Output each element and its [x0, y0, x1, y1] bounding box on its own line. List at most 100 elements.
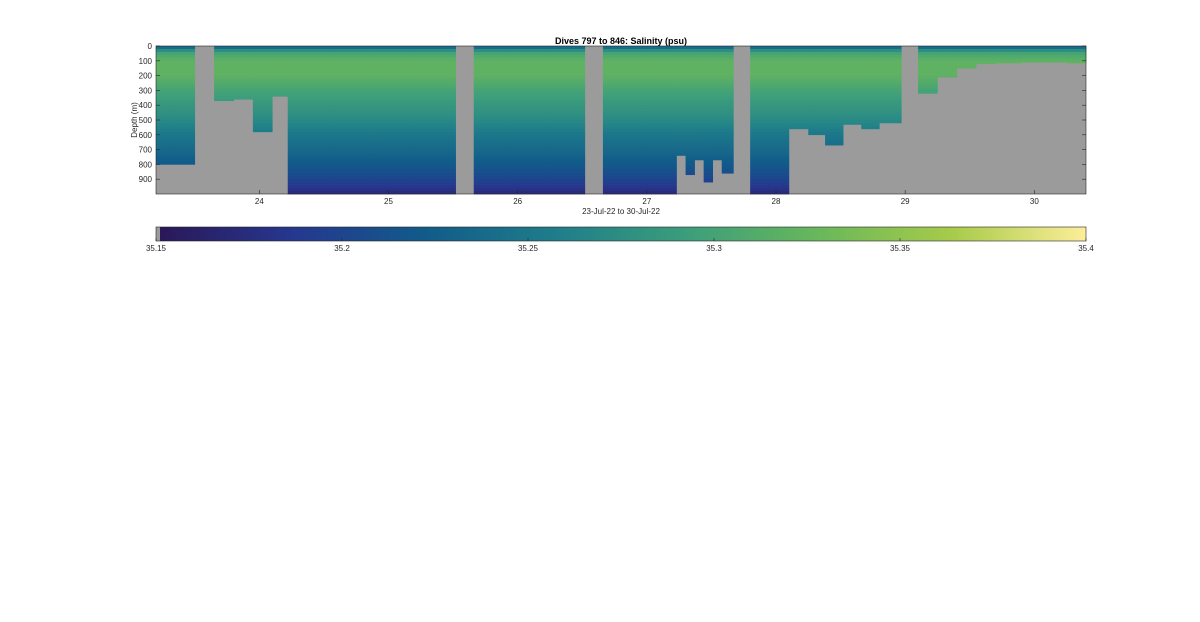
heatmap-cell-7: [330, 78, 376, 82]
heatmap-cell-6: [287, 96, 331, 100]
heatmap-cell-0: [156, 143, 176, 147]
heatmap-cell-9: [414, 111, 456, 115]
heatmap-cell-9: [414, 69, 456, 73]
heatmap-cell-18: [703, 57, 714, 62]
heatmap-cell-0: [156, 111, 176, 115]
heatmap-cell-14: [646, 134, 677, 139]
heatmap-cell-7: [330, 102, 376, 106]
heatmap-cell-3: [233, 66, 254, 70]
heatmap-cell-14: [646, 54, 677, 59]
heatmap-cell-17: [694, 122, 704, 127]
heatmap-cell-18: [703, 155, 714, 159]
heatmap-cell-19: [712, 54, 723, 59]
heatmap-cell-21: [750, 146, 790, 150]
heatmap-cell-15: [676, 152, 686, 156]
heatmap-cell-15: [676, 143, 686, 147]
heatmap-cell-11: [511, 51, 551, 56]
heatmap-cell-17: [694, 125, 704, 130]
heatmap-cell-14: [646, 90, 677, 94]
heatmap-cell-12: [549, 143, 586, 147]
heatmap-cell-20: [721, 125, 734, 130]
heatmap-cell-7: [330, 149, 376, 153]
heatmap-cell-5: [272, 75, 289, 79]
heatmap-cell-21: [750, 120, 790, 124]
heatmap-cell-27: [879, 108, 902, 112]
heatmap-cell-10: [473, 146, 512, 150]
heatmap-cell-24: [825, 102, 844, 106]
heatmap-cell-12: [549, 108, 586, 112]
heatmap-cell-18: [703, 81, 714, 85]
heatmap-cell-7: [330, 57, 376, 62]
heatmap-cell-7: [330, 69, 376, 73]
heatmap-cell-16: [685, 75, 695, 79]
heatmap-cell-9: [414, 72, 456, 76]
heatmap-cell-9: [414, 176, 456, 180]
heatmap-cell-13: [602, 134, 648, 139]
heatmap-cell-16: [685, 170, 695, 174]
heatmap-cell-18: [703, 152, 714, 156]
heatmap-cell-3: [233, 54, 254, 59]
heatmap-cell-18: [703, 143, 714, 147]
heatmap-cell-18: [703, 75, 714, 79]
heatmap-cell-27: [879, 51, 902, 56]
heatmap-cell-10: [473, 185, 512, 189]
heatmap-cell-23: [808, 87, 826, 91]
heatmap-cell-1: [175, 54, 196, 59]
y-tick-label: 500: [139, 116, 153, 125]
heatmap-cell-24: [825, 122, 844, 127]
heatmap-cell-14: [646, 179, 677, 183]
heatmap-cell-0: [156, 96, 176, 100]
heatmap-cell-8: [375, 120, 415, 124]
heatmap-cell-21: [750, 72, 790, 76]
heatmap-cell-1: [175, 122, 196, 127]
heatmap-cell-1: [175, 81, 196, 85]
heatmap-cell-6: [287, 161, 331, 165]
heatmap-cell-5: [272, 81, 289, 85]
heatmap-cell-10: [473, 179, 512, 183]
heatmap-cell-21: [750, 46, 790, 50]
heatmap-cell-20: [721, 146, 734, 150]
heatmap-cell-13: [602, 188, 648, 192]
heatmap-cell-16: [685, 149, 695, 153]
heatmap-cell-28: [918, 51, 938, 56]
heatmap-cell-7: [330, 173, 376, 177]
heatmap-cell-11: [511, 78, 551, 82]
heatmap-cell-4: [252, 75, 273, 79]
heatmap-cell-10: [473, 114, 512, 118]
heatmap-cell-7: [330, 117, 376, 121]
heatmap-cell-15: [676, 128, 686, 133]
heatmap-cell-4: [252, 48, 273, 53]
heatmap-cell-22: [788, 105, 809, 109]
heatmap-cell-13: [602, 122, 648, 127]
heatmap-cell-21: [750, 96, 790, 100]
heatmap-cell-9: [414, 51, 456, 56]
heatmap-cell-20: [721, 140, 734, 144]
heatmap-cell-2: [214, 72, 234, 76]
heatmap-cell-8: [375, 111, 415, 115]
heatmap-cell-4: [252, 60, 273, 65]
heatmap-cell-31: [976, 57, 996, 62]
heatmap-cell-17: [694, 93, 704, 97]
colorbar-frame: [155, 226, 1087, 242]
heatmap-cell-8: [375, 51, 415, 56]
heatmap-cell-21: [750, 69, 790, 73]
heatmap-cell-18: [703, 179, 714, 183]
heatmap-cell-22: [788, 51, 809, 56]
heatmap-cell-9: [414, 164, 456, 168]
heatmap-cell-9: [414, 143, 456, 147]
heatmap-cell-18: [703, 93, 714, 97]
heatmap-cell-16: [685, 69, 695, 73]
heatmap-cell-9: [414, 149, 456, 153]
heatmap-cell-10: [473, 125, 512, 130]
heatmap-cell-20: [721, 155, 734, 159]
heatmap-cell-18: [703, 120, 714, 124]
heatmap-cell-24: [825, 105, 844, 109]
heatmap-cell-19: [712, 90, 723, 94]
heatmap-cell-8: [375, 176, 415, 180]
heatmap-cell-13: [602, 173, 648, 177]
heatmap-cell-15: [676, 54, 686, 59]
heatmap-cell-5: [272, 60, 289, 65]
heatmap-cell-34: [1047, 46, 1067, 50]
heatmap-cell-3: [233, 81, 254, 85]
heatmap-cell-13: [602, 120, 648, 124]
